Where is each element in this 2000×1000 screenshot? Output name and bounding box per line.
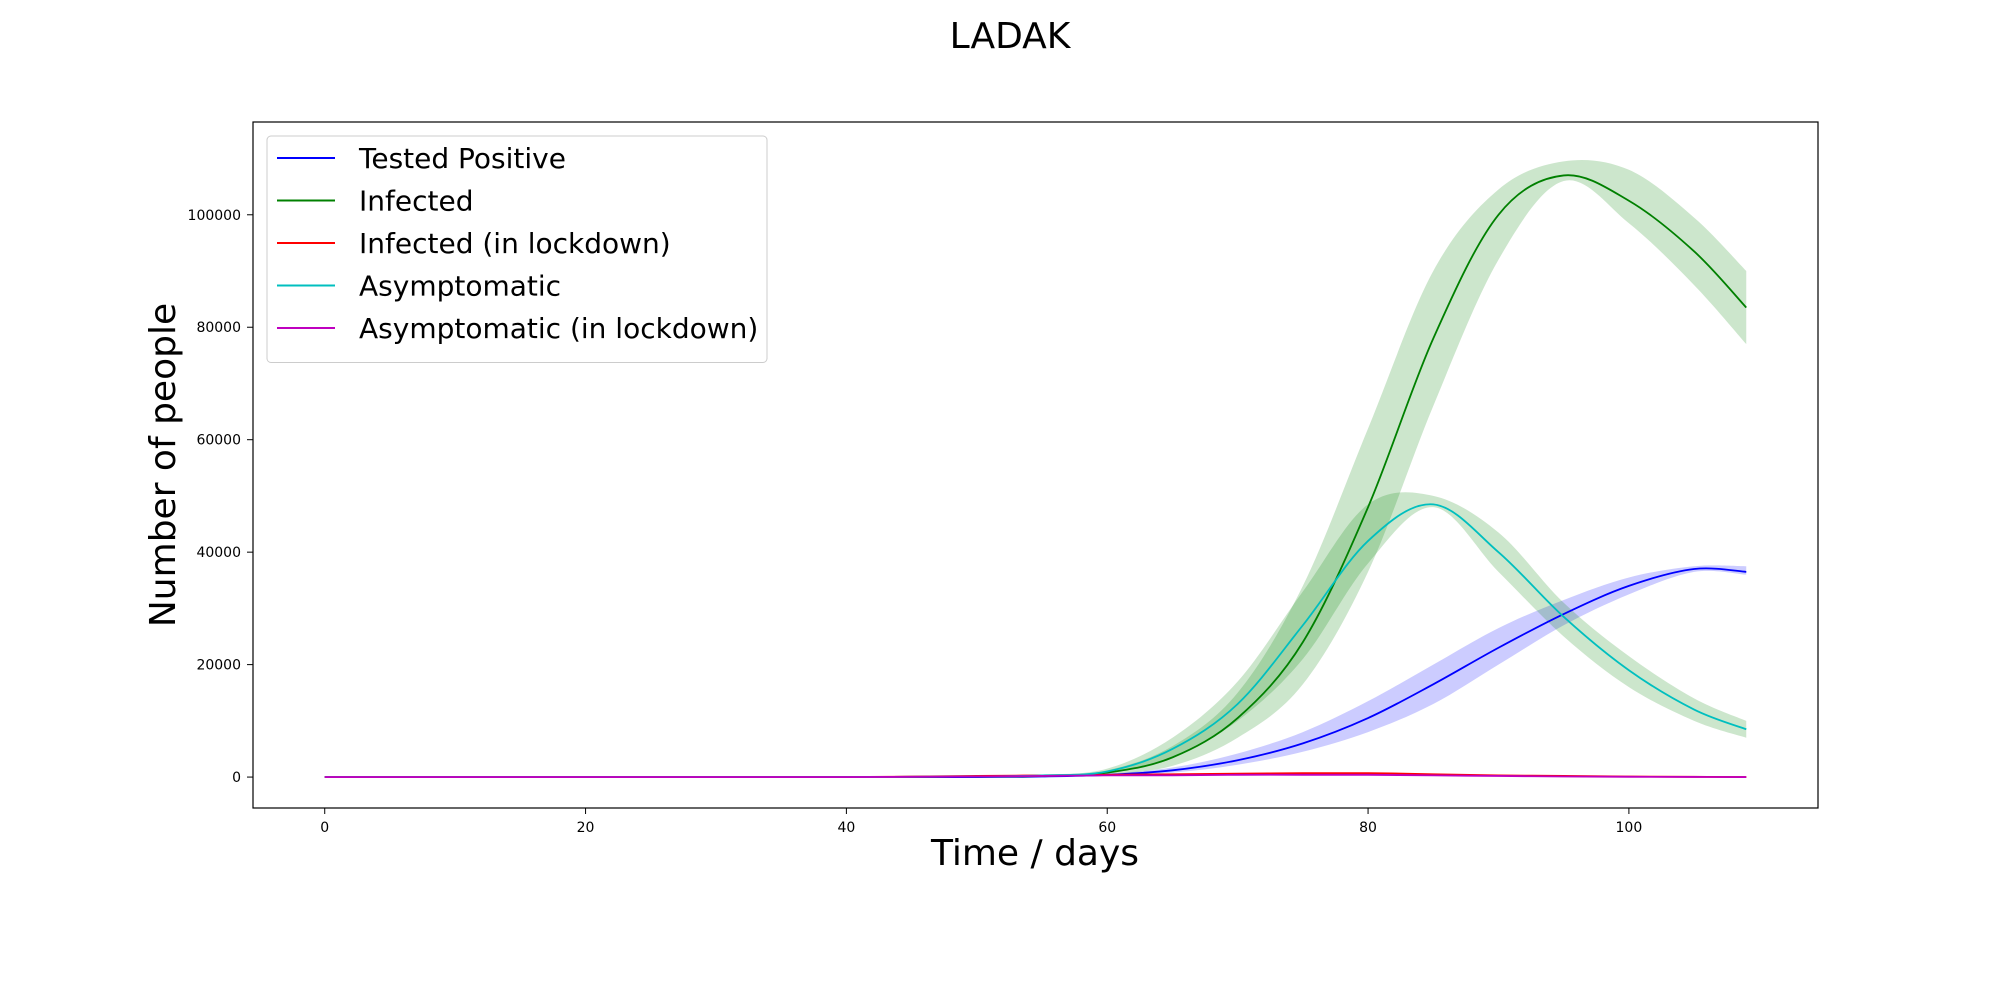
y-tick-label: 100000	[188, 208, 241, 224]
x-tick-label: 40	[837, 820, 855, 836]
y-tick-label: 0	[232, 770, 241, 786]
series-lines	[324, 174, 1747, 779]
confidence-bands	[324, 159, 1747, 778]
legend-label-infected-in-lockdown: Infected (in lockdown)	[359, 227, 671, 260]
legend-box	[266, 135, 768, 363]
tested-positive-band	[324, 565, 1747, 778]
plot-area	[252, 121, 1819, 809]
y-tick-label: 20000	[196, 658, 241, 674]
x-axis-label: Time / days	[930, 833, 1139, 874]
x-axis: 0 20 40 60 80 100	[320, 808, 1642, 836]
y-axis: 0 20000 40000 60000 80000 100000	[188, 208, 253, 786]
legend-label-asymptomatic: Asymptomatic	[359, 270, 561, 303]
x-tick-label: 60	[1098, 820, 1116, 836]
x-tick-label: 20	[577, 820, 595, 836]
y-tick-label: 40000	[196, 545, 241, 561]
legend-label-asymptomatic-in-lockdown: Asymptomatic (in lockdown)	[359, 312, 758, 345]
asymptomatic-in-lockdown-line	[324, 773, 1747, 779]
y-axis-label: Number of people	[143, 303, 184, 627]
legend-label-infected: Infected	[359, 185, 473, 218]
x-tick-label: 100	[1616, 820, 1643, 836]
chart-title: LADAK	[950, 16, 1072, 57]
legend: Tested Positive Infected Infected (in lock…	[266, 135, 768, 363]
y-tick-label: 60000	[196, 433, 241, 449]
x-tick-label: 80	[1359, 820, 1377, 836]
legend-label-tested-positive: Tested Positive	[358, 142, 566, 175]
x-tick-label: 0	[320, 820, 329, 836]
y-tick-label: 80000	[196, 320, 241, 336]
